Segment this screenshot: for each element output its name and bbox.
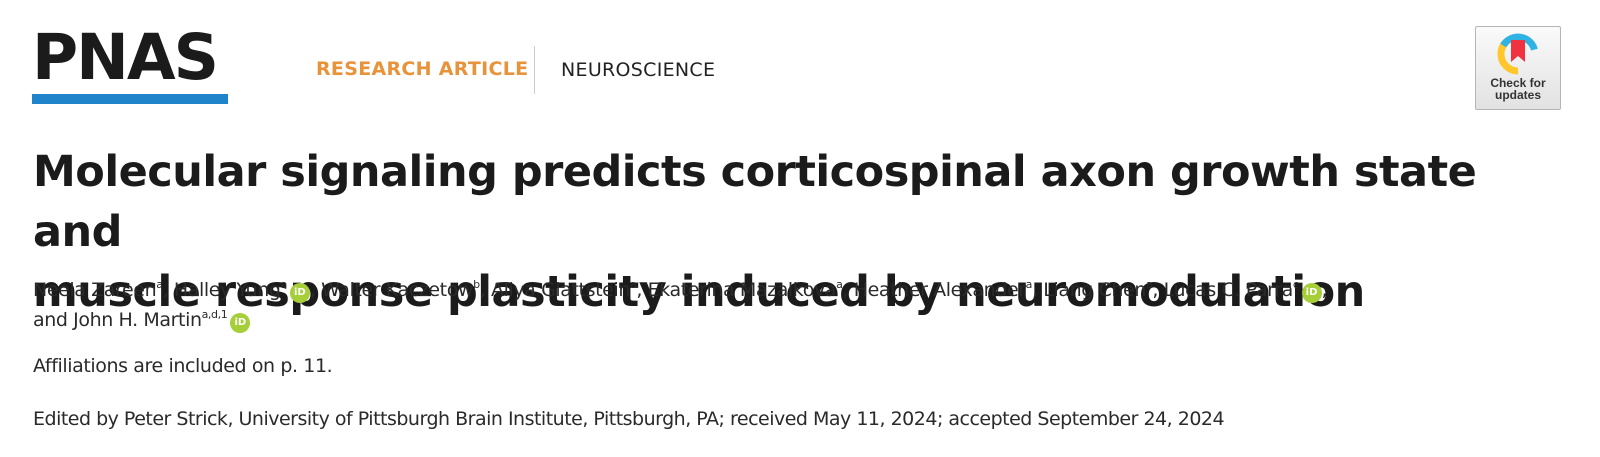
orcid-icon[interactable]: iD xyxy=(289,283,310,303)
author-list: Neela Zareena, Halley YungaiD, Walter Ka… xyxy=(33,277,1328,333)
edited-by-line: Edited by Peter Strick, University of Pi… xyxy=(33,408,1225,430)
author[interactable]: Ekaterina Mazalkovaa xyxy=(647,277,843,301)
author[interactable]: Lucas C. Parrac xyxy=(1163,277,1299,301)
author[interactable]: Heather Alexandera xyxy=(853,277,1033,301)
check-for-updates-button[interactable]: Check for updates xyxy=(1475,26,1561,110)
article-type-label[interactable]: RESEARCH ARTICLE xyxy=(316,58,529,80)
crossmark-icon xyxy=(1497,33,1539,75)
author[interactable]: Halley Yunga xyxy=(173,277,287,301)
author[interactable]: Liang Chena xyxy=(1043,277,1153,301)
article-title-line-1: Molecular signaling predicts corticospin… xyxy=(33,147,1477,257)
author[interactable]: Neela Zareena xyxy=(33,277,163,301)
author[interactable]: Aliya Glattsteina xyxy=(490,277,637,301)
check-for-updates-label: Check for updates xyxy=(1490,76,1546,102)
orcid-icon[interactable]: iD xyxy=(230,313,251,333)
header-divider xyxy=(534,46,535,94)
author[interactable]: and John H. Martina,d,1 xyxy=(33,307,228,331)
subject-label[interactable]: NEUROSCIENCE xyxy=(561,59,716,81)
article-title: Molecular signaling predicts corticospin… xyxy=(33,142,1573,322)
article-title-line-2: muscle response plasticity induced by ne… xyxy=(33,267,1365,317)
affiliations-note: Affiliations are included on p. 11. xyxy=(33,355,333,377)
logo-underline-bar xyxy=(32,94,228,104)
logo-text: PNAS xyxy=(32,21,219,94)
orcid-icon[interactable]: iD xyxy=(1301,283,1322,303)
pnas-logo[interactable]: PNAS xyxy=(32,24,228,104)
author[interactable]: Walter Kaczetowb xyxy=(321,277,480,301)
